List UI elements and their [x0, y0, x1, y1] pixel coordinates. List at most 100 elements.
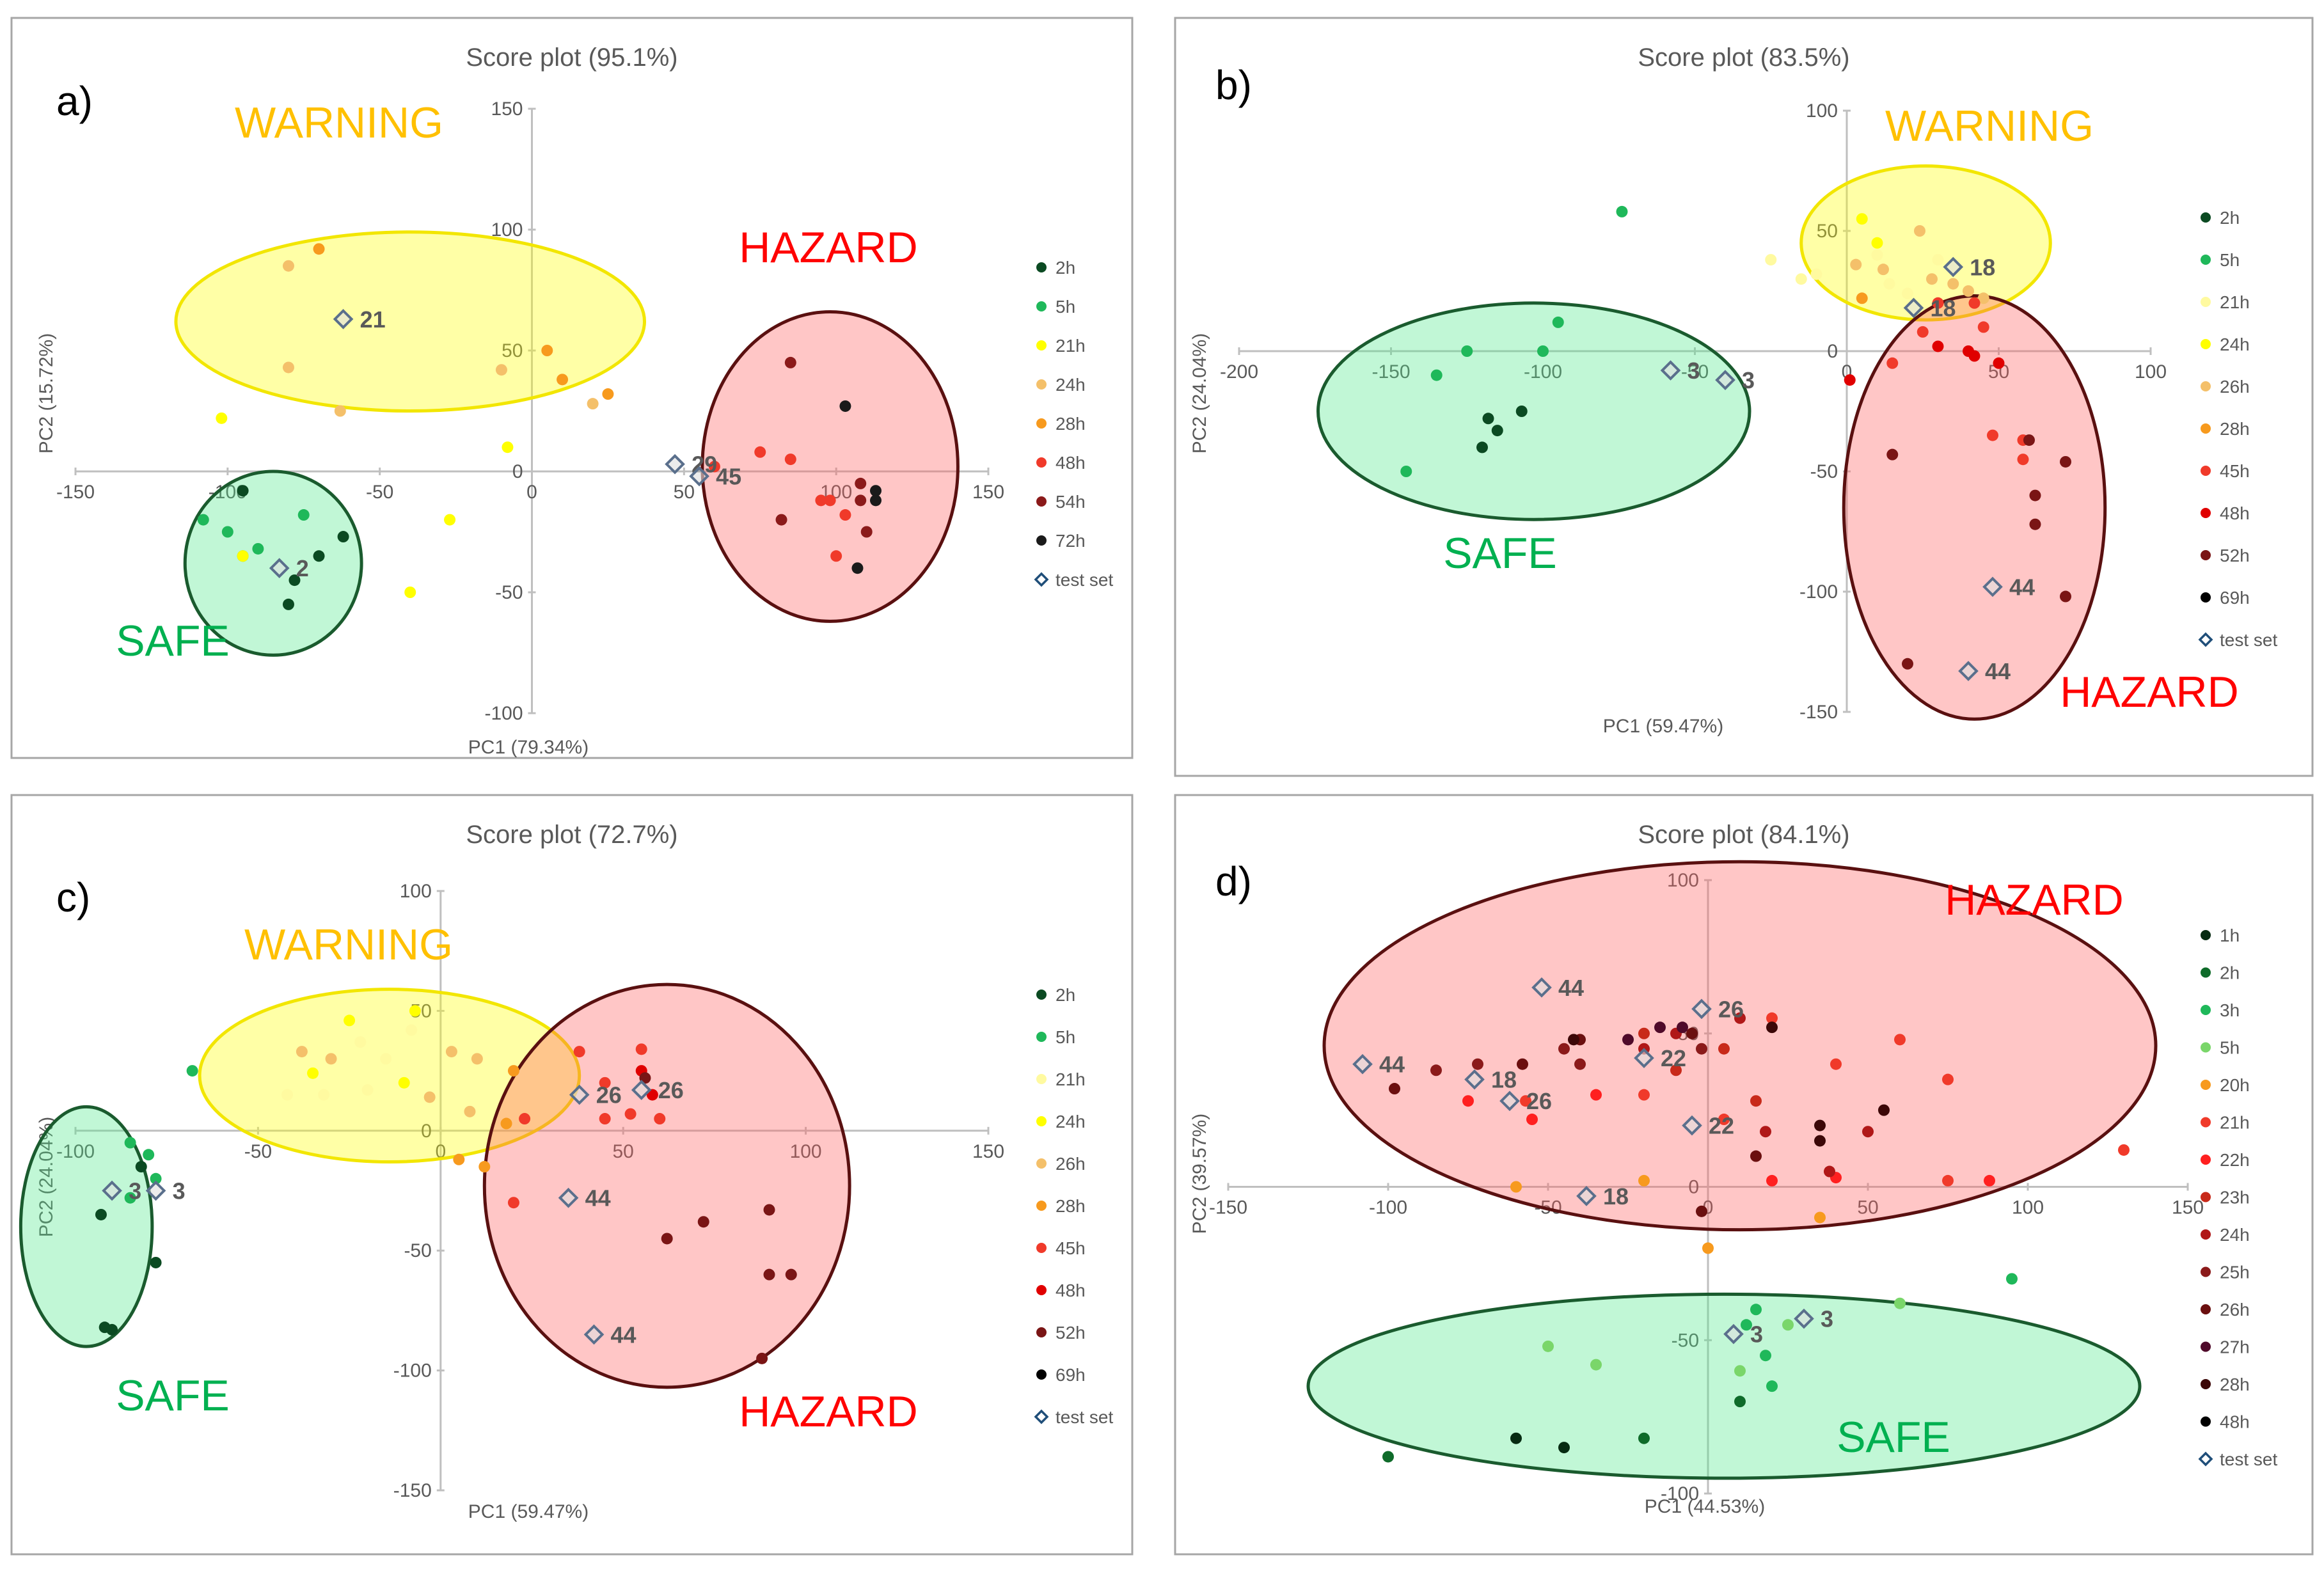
data-point-5h — [124, 1192, 136, 1204]
region-safe-ellipse — [183, 469, 363, 657]
test-set-marker — [689, 466, 709, 487]
data-point-52h — [2060, 590, 2071, 603]
region-label-warning: WARNING — [244, 920, 453, 969]
test-set-label: 2 — [296, 555, 309, 581]
data-point-5h — [1552, 316, 1564, 328]
test-set-marker — [333, 309, 354, 329]
data-point-26h — [1686, 1027, 1698, 1039]
data-point-28h — [602, 388, 614, 400]
data-point-48h — [1932, 340, 1944, 352]
data-point-52h — [2029, 489, 2041, 501]
data-point-21h — [1942, 1073, 1954, 1085]
y-tick-label: -50 — [1810, 461, 1838, 482]
legend-label: 23h — [2220, 1188, 2250, 1208]
data-point-2h — [282, 598, 294, 610]
data-point-52h — [763, 1268, 775, 1281]
legend-label: test set — [2220, 1449, 2277, 1469]
test-set-marker — [1660, 360, 1681, 381]
legend-marker-24h — [2201, 1229, 2211, 1240]
legend-label: test set — [2220, 630, 2277, 650]
legend-label: 24h — [1055, 375, 1086, 395]
legend-label: 21h — [2220, 292, 2250, 312]
data-point-21h — [2118, 1144, 2130, 1156]
data-point-23h — [1718, 1043, 1730, 1055]
legend-marker-20h — [2201, 1080, 2211, 1090]
region-safe-ellipse — [19, 1105, 154, 1348]
data-point-28h — [1856, 292, 1868, 304]
data-point-21h — [237, 550, 249, 562]
data-point-22h — [1766, 1174, 1778, 1187]
data-point-26h — [325, 1053, 337, 1065]
legend-label: 22h — [2220, 1150, 2250, 1170]
legend-label: 28h — [1055, 1196, 1086, 1216]
data-point-28h — [541, 345, 553, 356]
legend-marker-69h — [2201, 592, 2211, 603]
data-point-52h — [2023, 434, 2035, 446]
region-warning-ellipse — [1799, 164, 2052, 322]
data-point-28h — [507, 1065, 519, 1077]
data-point-28h — [1814, 1119, 1826, 1131]
data-point-21h — [406, 1024, 418, 1036]
region-label-safe: SAFE — [1443, 529, 1557, 578]
legend-label: 69h — [1055, 1365, 1086, 1385]
legend-label: 48h — [2220, 503, 2250, 523]
y-tick-label: -100 — [484, 703, 523, 724]
legend-marker-2h — [1036, 262, 1047, 272]
legend-label: 54h — [1055, 492, 1086, 512]
x-tick-label: -50 — [244, 1141, 272, 1162]
x-axis-title: PC1 (79.34%) — [468, 737, 589, 758]
data-point-48h — [824, 494, 836, 507]
test-set-label: 18 — [1491, 1067, 1517, 1093]
region-hazard-ellipse — [1322, 860, 2158, 1232]
y-axis-title: PC2 (39.57%) — [1189, 1114, 1210, 1234]
legend-marker-25h — [2201, 1266, 2211, 1277]
data-point-5h — [1400, 466, 1412, 477]
legend-marker-24h — [1036, 1116, 1047, 1126]
data-point-2h — [1734, 1396, 1746, 1408]
legend-label: test set — [1055, 1407, 1113, 1427]
data-point-54h — [860, 526, 873, 538]
data-point-24h — [495, 364, 507, 376]
x-axis-title: PC1 (44.53%) — [1645, 1496, 1765, 1517]
data-point-22h — [1984, 1174, 1995, 1187]
data-point-22h — [1462, 1095, 1474, 1107]
data-point-24h — [1871, 237, 1883, 249]
x-tick-label: 100 — [2135, 361, 2167, 382]
data-point-26h — [1750, 1150, 1762, 1162]
data-point-27h — [1622, 1034, 1634, 1046]
chart-panel-1: Score plot (95.1%)a)-150 -100 -50 0 50 100 150… — [10, 17, 1134, 759]
legend-marker-test-set — [2198, 632, 2213, 647]
legend-label: 1h — [2220, 926, 2240, 945]
test-set-marker — [631, 1080, 652, 1100]
legend-label: test set — [1055, 570, 1113, 590]
legend-label: 69h — [2220, 588, 2250, 608]
data-point-52h — [661, 1233, 673, 1245]
data-point-24h — [282, 361, 294, 374]
data-point-2h — [1476, 441, 1488, 453]
data-point-45h — [2017, 453, 2029, 466]
data-point-45h — [1977, 321, 1989, 333]
data-point-28h — [1878, 1104, 1890, 1116]
legend-marker-24h — [1036, 379, 1047, 390]
data-point-52h — [1886, 448, 1899, 461]
data-point-28h — [313, 243, 325, 255]
region-label-safe: SAFE — [116, 617, 230, 665]
data-point-26h — [1389, 1083, 1400, 1095]
test-set-marker — [1715, 370, 1735, 390]
panel-frame — [1174, 17, 2314, 777]
data-point-26h — [464, 1105, 476, 1117]
test-set-marker — [1576, 1186, 1597, 1206]
region-label-warning: WARNING — [1885, 102, 2094, 150]
data-point-45h — [1917, 326, 1929, 338]
region-label-safe: SAFE — [1837, 1413, 1950, 1462]
data-point-5h — [1542, 1340, 1554, 1352]
data-point-21h — [1520, 1095, 1531, 1107]
data-point-48h — [1993, 357, 2005, 369]
legend: 2h 5h 21h 24h 26h 28h 45h 48h 52h 69h test set — [2198, 208, 2277, 650]
test-set-marker — [1958, 661, 1979, 681]
panel-label: c) — [56, 874, 90, 920]
legend-marker-48h — [2201, 1416, 2211, 1427]
legend-marker-28h — [2201, 423, 2211, 434]
data-point-21h — [1718, 1114, 1730, 1126]
legend-label: 45h — [1055, 1238, 1086, 1258]
